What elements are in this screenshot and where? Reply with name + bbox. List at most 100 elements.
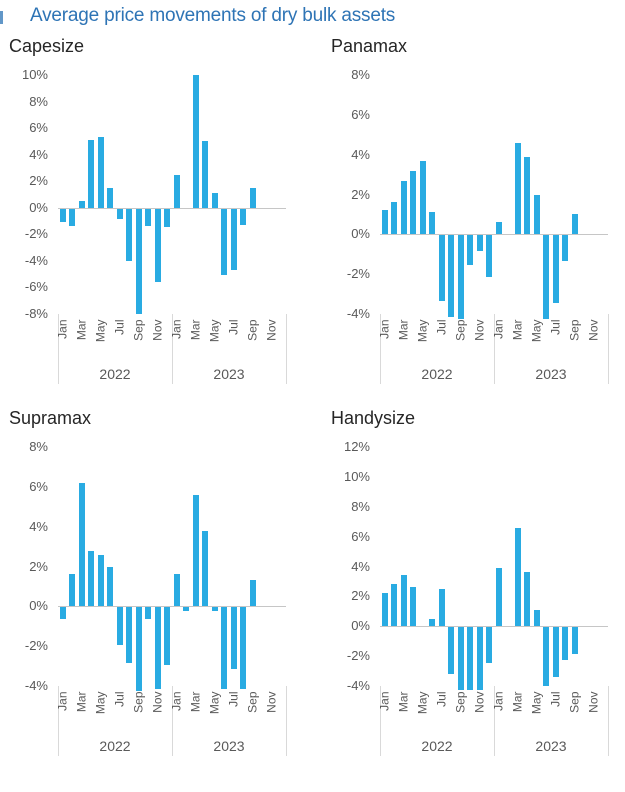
bar bbox=[107, 566, 114, 607]
y-tick-label: 10% bbox=[343, 468, 370, 484]
y-tick-label: 6% bbox=[29, 478, 48, 494]
y-tick-label: 6% bbox=[351, 106, 370, 122]
bar bbox=[173, 574, 180, 607]
bar bbox=[69, 574, 76, 607]
chart-title: Panamax bbox=[331, 36, 408, 56]
year-separator-line bbox=[608, 686, 609, 756]
bar bbox=[410, 170, 417, 235]
y-tick-label: 6% bbox=[351, 528, 370, 544]
bar bbox=[571, 627, 578, 655]
bar bbox=[202, 530, 209, 607]
chart-handysize: Handysize 12% 10% 8% 6% 4% 2% 0% -2% -4% Jan Mar Ma… bbox=[330, 408, 625, 770]
y-tick-label: 6% bbox=[29, 120, 48, 136]
bar bbox=[438, 588, 445, 627]
month-tick-label: Nov bbox=[472, 691, 487, 713]
bar bbox=[552, 235, 559, 304]
y-tick-label: 2% bbox=[29, 173, 48, 189]
zero-axis-line bbox=[380, 234, 608, 236]
bar bbox=[524, 156, 531, 235]
bar bbox=[429, 212, 436, 235]
month-tick-label: Nov bbox=[472, 319, 487, 341]
zero-axis-line bbox=[58, 606, 286, 608]
month-tick-label: Mar bbox=[188, 691, 203, 712]
month-tick-label: Jan bbox=[55, 691, 70, 711]
bar bbox=[78, 201, 85, 208]
y-tick-label: 0% bbox=[29, 199, 48, 215]
bar bbox=[514, 142, 521, 235]
chart-plot-area: 8% 6% 4% 2% 0% -2% -4% Jan Mar May Jul Sep Nov 2022 Ja… bbox=[8, 408, 308, 770]
month-tick-label: Jan bbox=[491, 691, 506, 711]
bar bbox=[230, 208, 237, 270]
year-separator-line bbox=[608, 314, 609, 384]
month-tick-label: Mar bbox=[188, 319, 203, 340]
y-tick-label: -2% bbox=[24, 638, 48, 654]
bar bbox=[192, 75, 199, 208]
month-tick-label: May bbox=[415, 319, 430, 342]
bar bbox=[221, 607, 228, 689]
bar bbox=[381, 593, 388, 627]
bar bbox=[145, 607, 152, 620]
bar bbox=[145, 208, 152, 227]
bar bbox=[391, 202, 398, 235]
bar bbox=[495, 567, 502, 627]
month-tick-label: Mar bbox=[396, 319, 411, 340]
month-tick-label: Jan bbox=[377, 319, 392, 339]
year-label: 2023 bbox=[535, 366, 567, 382]
bar bbox=[97, 554, 104, 607]
year-separator-line bbox=[286, 314, 287, 384]
bar bbox=[476, 235, 483, 252]
bar bbox=[78, 482, 85, 607]
bar bbox=[59, 607, 66, 620]
chart-title: Supramax bbox=[9, 408, 92, 428]
month-tick-label: Jul bbox=[548, 319, 563, 335]
month-tick-label: May bbox=[529, 319, 544, 342]
bar bbox=[467, 627, 474, 690]
year-label: 2023 bbox=[213, 366, 245, 382]
y-tick-label: -2% bbox=[24, 226, 48, 242]
y-tick-label: -4% bbox=[346, 306, 370, 321]
bar bbox=[249, 580, 256, 607]
month-tick-label: May bbox=[207, 691, 222, 714]
year-separator-line bbox=[58, 314, 59, 384]
bar bbox=[457, 627, 464, 690]
bar bbox=[562, 235, 569, 262]
left-edge-artifact bbox=[0, 11, 3, 24]
month-tick-label: Jul bbox=[112, 691, 127, 707]
month-tick-label: May bbox=[93, 319, 108, 342]
bar bbox=[410, 587, 417, 627]
y-tick-label: -4% bbox=[346, 678, 370, 693]
month-tick-label: Nov bbox=[150, 691, 165, 713]
year-separator-line bbox=[380, 686, 381, 756]
bar bbox=[211, 193, 218, 208]
month-tick-label: Jan bbox=[377, 691, 392, 711]
y-tick-label: 4% bbox=[29, 146, 48, 162]
month-tick-label: Nov bbox=[264, 691, 279, 713]
y-tick-label: 2% bbox=[29, 558, 48, 574]
bar bbox=[116, 208, 123, 220]
bar bbox=[97, 137, 104, 208]
year-separator-line bbox=[494, 686, 495, 756]
bar bbox=[486, 627, 493, 664]
year-separator-line bbox=[286, 686, 287, 756]
bar bbox=[467, 235, 474, 266]
bar bbox=[88, 550, 95, 607]
year-label: 2022 bbox=[99, 366, 131, 382]
chart-title: Capesize bbox=[9, 36, 85, 56]
bar bbox=[249, 187, 256, 208]
year-label: 2022 bbox=[421, 366, 453, 382]
bar bbox=[419, 160, 426, 235]
year-label: 2023 bbox=[535, 738, 567, 754]
month-tick-label: Sep bbox=[131, 319, 146, 341]
bar bbox=[221, 208, 228, 276]
month-tick-label: Sep bbox=[245, 319, 260, 341]
month-tick-label: Sep bbox=[567, 691, 582, 713]
bar bbox=[107, 187, 114, 208]
month-tick-label: Jul bbox=[226, 319, 241, 335]
chart-title: Handysize bbox=[331, 408, 416, 428]
month-tick-label: May bbox=[207, 319, 222, 342]
bar bbox=[126, 208, 133, 261]
year-separator-line bbox=[172, 314, 173, 384]
year-label: 2023 bbox=[213, 738, 245, 754]
month-tick-label: May bbox=[529, 691, 544, 714]
month-tick-label: Jan bbox=[55, 319, 70, 339]
